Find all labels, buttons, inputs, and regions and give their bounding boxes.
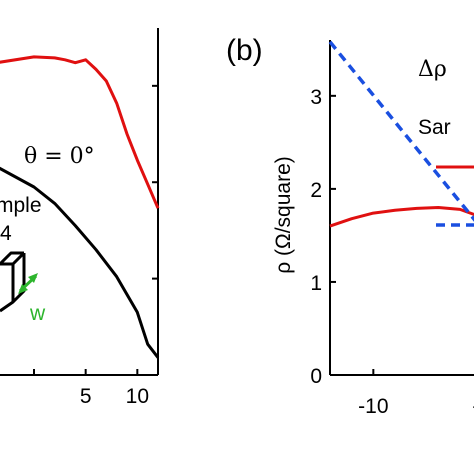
panel-a-series-red (0, 55, 160, 209)
panel-a-x-ticks: 5 10 (33, 369, 149, 408)
panel-a-series-black (0, 166, 160, 359)
panel-b-x-ticks: -10 -5 (358, 369, 474, 418)
panel-a-x-tick-label: 5 (80, 385, 92, 408)
panel-b-series-red (329, 206, 474, 228)
panel-b-y-tick-label: 2 (310, 179, 322, 202)
panel-a-series (0, 55, 160, 359)
panel-b-y-ticks: 0 1 2 3 (310, 86, 336, 388)
legend-title-line1: Δρ (418, 57, 447, 82)
panel-a-y-ticks (152, 84, 158, 280)
panel-b: (b) -10 -5 0 1 2 3 ρ (Ω/square) Δρ Sar (226, 34, 474, 418)
width-arrow-icon (18, 273, 38, 294)
legend: Δρ Sar (418, 57, 474, 227)
sample-label-line2: 4 (0, 222, 12, 245)
panel-a: 5 10 θ = 0° mple 4 w (0, 28, 160, 408)
panel-b-x-tick-label: -5 (472, 395, 474, 418)
panel-b-series (328, 40, 474, 228)
panel-b-x-tick-label: -10 (358, 395, 388, 418)
panel-b-y-tick-label: 3 (310, 86, 322, 109)
panel-a-x-tick-label: 10 (126, 385, 149, 408)
y-axis-label: ρ (Ω/square) (272, 156, 295, 274)
legend-title-line2: Sar (418, 116, 451, 139)
sample-label-line1: mple (0, 194, 42, 217)
width-label: w (29, 302, 46, 325)
panel-b-series-blue (328, 40, 474, 222)
panel-b-y-tick-label: 0 (310, 365, 322, 388)
theta-annotation: θ = 0° (24, 144, 95, 169)
panel-b-y-tick-label: 1 (310, 272, 322, 295)
sample-bar-icon (0, 251, 26, 313)
panel-label-b: (b) (226, 34, 263, 67)
